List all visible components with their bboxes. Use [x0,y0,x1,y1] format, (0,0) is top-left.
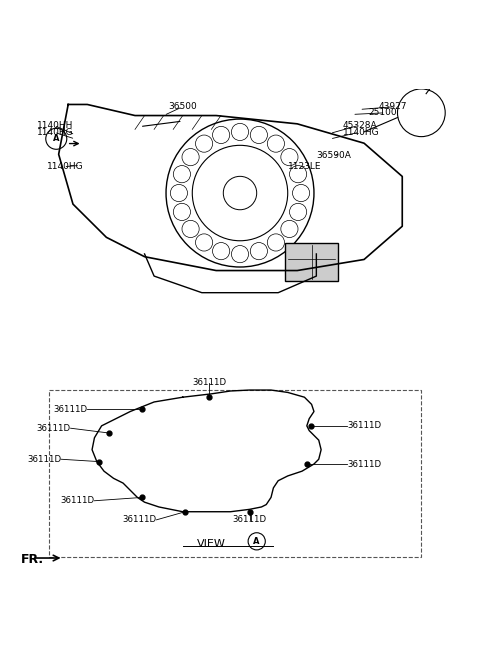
Text: 25100: 25100 [369,108,397,117]
Text: 36111D: 36111D [60,496,95,505]
Text: FR.: FR. [21,553,44,566]
Text: 36500: 36500 [168,102,197,111]
Text: 36111D: 36111D [53,405,87,414]
Text: 36111D: 36111D [192,379,226,388]
Text: 36590A: 36590A [316,151,351,160]
Text: 36111D: 36111D [348,459,382,468]
Text: 1140HG: 1140HG [47,162,84,171]
Text: A: A [253,537,260,546]
Text: 1140HG: 1140HG [343,128,379,136]
Text: 36111D: 36111D [36,424,71,433]
FancyBboxPatch shape [285,243,338,281]
Text: A: A [53,134,60,143]
Text: 36111D: 36111D [122,516,156,524]
Text: 36111D: 36111D [348,421,382,430]
Text: 36111D: 36111D [27,455,61,464]
Text: 36111D: 36111D [232,516,266,524]
Text: 45328A: 45328A [343,121,377,130]
FancyBboxPatch shape [49,390,421,557]
Text: 1140HH: 1140HH [37,121,73,130]
Text: 43927: 43927 [378,102,407,111]
Text: VIEW: VIEW [197,539,226,548]
Text: 1140HG: 1140HG [37,128,74,136]
Text: 1123LE: 1123LE [288,162,321,171]
